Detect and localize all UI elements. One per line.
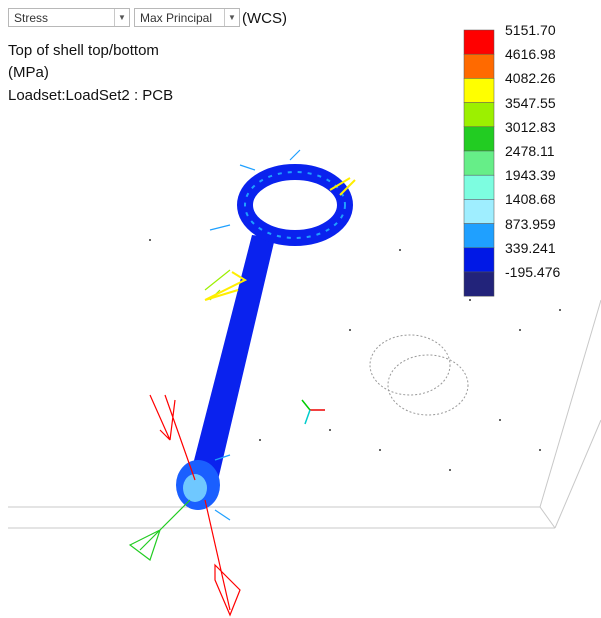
legend-swatch [464, 103, 494, 127]
dropdown-text: Max Principal [140, 11, 212, 25]
legend-label: 4616.98 [505, 46, 556, 62]
legend-swatch [464, 54, 494, 78]
legend [464, 30, 494, 296]
component-dropdown[interactable]: Max Principal ▼ [134, 8, 240, 27]
dropdown-arrow[interactable]: ▼ [114, 9, 129, 26]
legend-label: 4082.26 [505, 70, 556, 86]
top-ring [245, 172, 345, 238]
legend-swatch [464, 175, 494, 199]
legend-label: 3012.83 [505, 119, 556, 135]
coord-system: (WCS) [242, 10, 287, 27]
result-type-dropdown[interactable]: Stress ▼ [8, 8, 130, 27]
legend-swatch [464, 78, 494, 102]
legend-label: 873.959 [505, 216, 556, 232]
page: Stress ▼ Max Principal ▼ (WCS) Top of shel… [0, 0, 601, 618]
legend-label: 339.241 [505, 240, 556, 256]
hole-ring [370, 335, 468, 415]
legend-label: -195.476 [505, 264, 560, 280]
legend-swatch [464, 30, 494, 54]
legend-swatch [464, 248, 494, 272]
legend-swatch [464, 127, 494, 151]
units: (MPa) [8, 64, 49, 81]
loadset: Loadset:LoadSet2 : PCB [8, 87, 173, 104]
legend-label: 2478.11 [505, 143, 555, 159]
legend-label: 1408.68 [505, 191, 556, 207]
location: Top of shell top/bottom [8, 42, 159, 59]
dropdown-arrow[interactable]: ▼ [224, 9, 239, 26]
dropdown-text: Stress [14, 11, 48, 25]
legend-swatch [464, 224, 494, 248]
legend-label: 5151.70 [505, 22, 556, 38]
plate [8, 300, 601, 528]
triad [302, 400, 325, 424]
legend-swatch [464, 272, 494, 296]
legend-swatch [464, 199, 494, 223]
legend-label: 1943.39 [505, 167, 556, 183]
legend-swatch [464, 151, 494, 175]
legend-label: 3547.55 [505, 95, 556, 111]
